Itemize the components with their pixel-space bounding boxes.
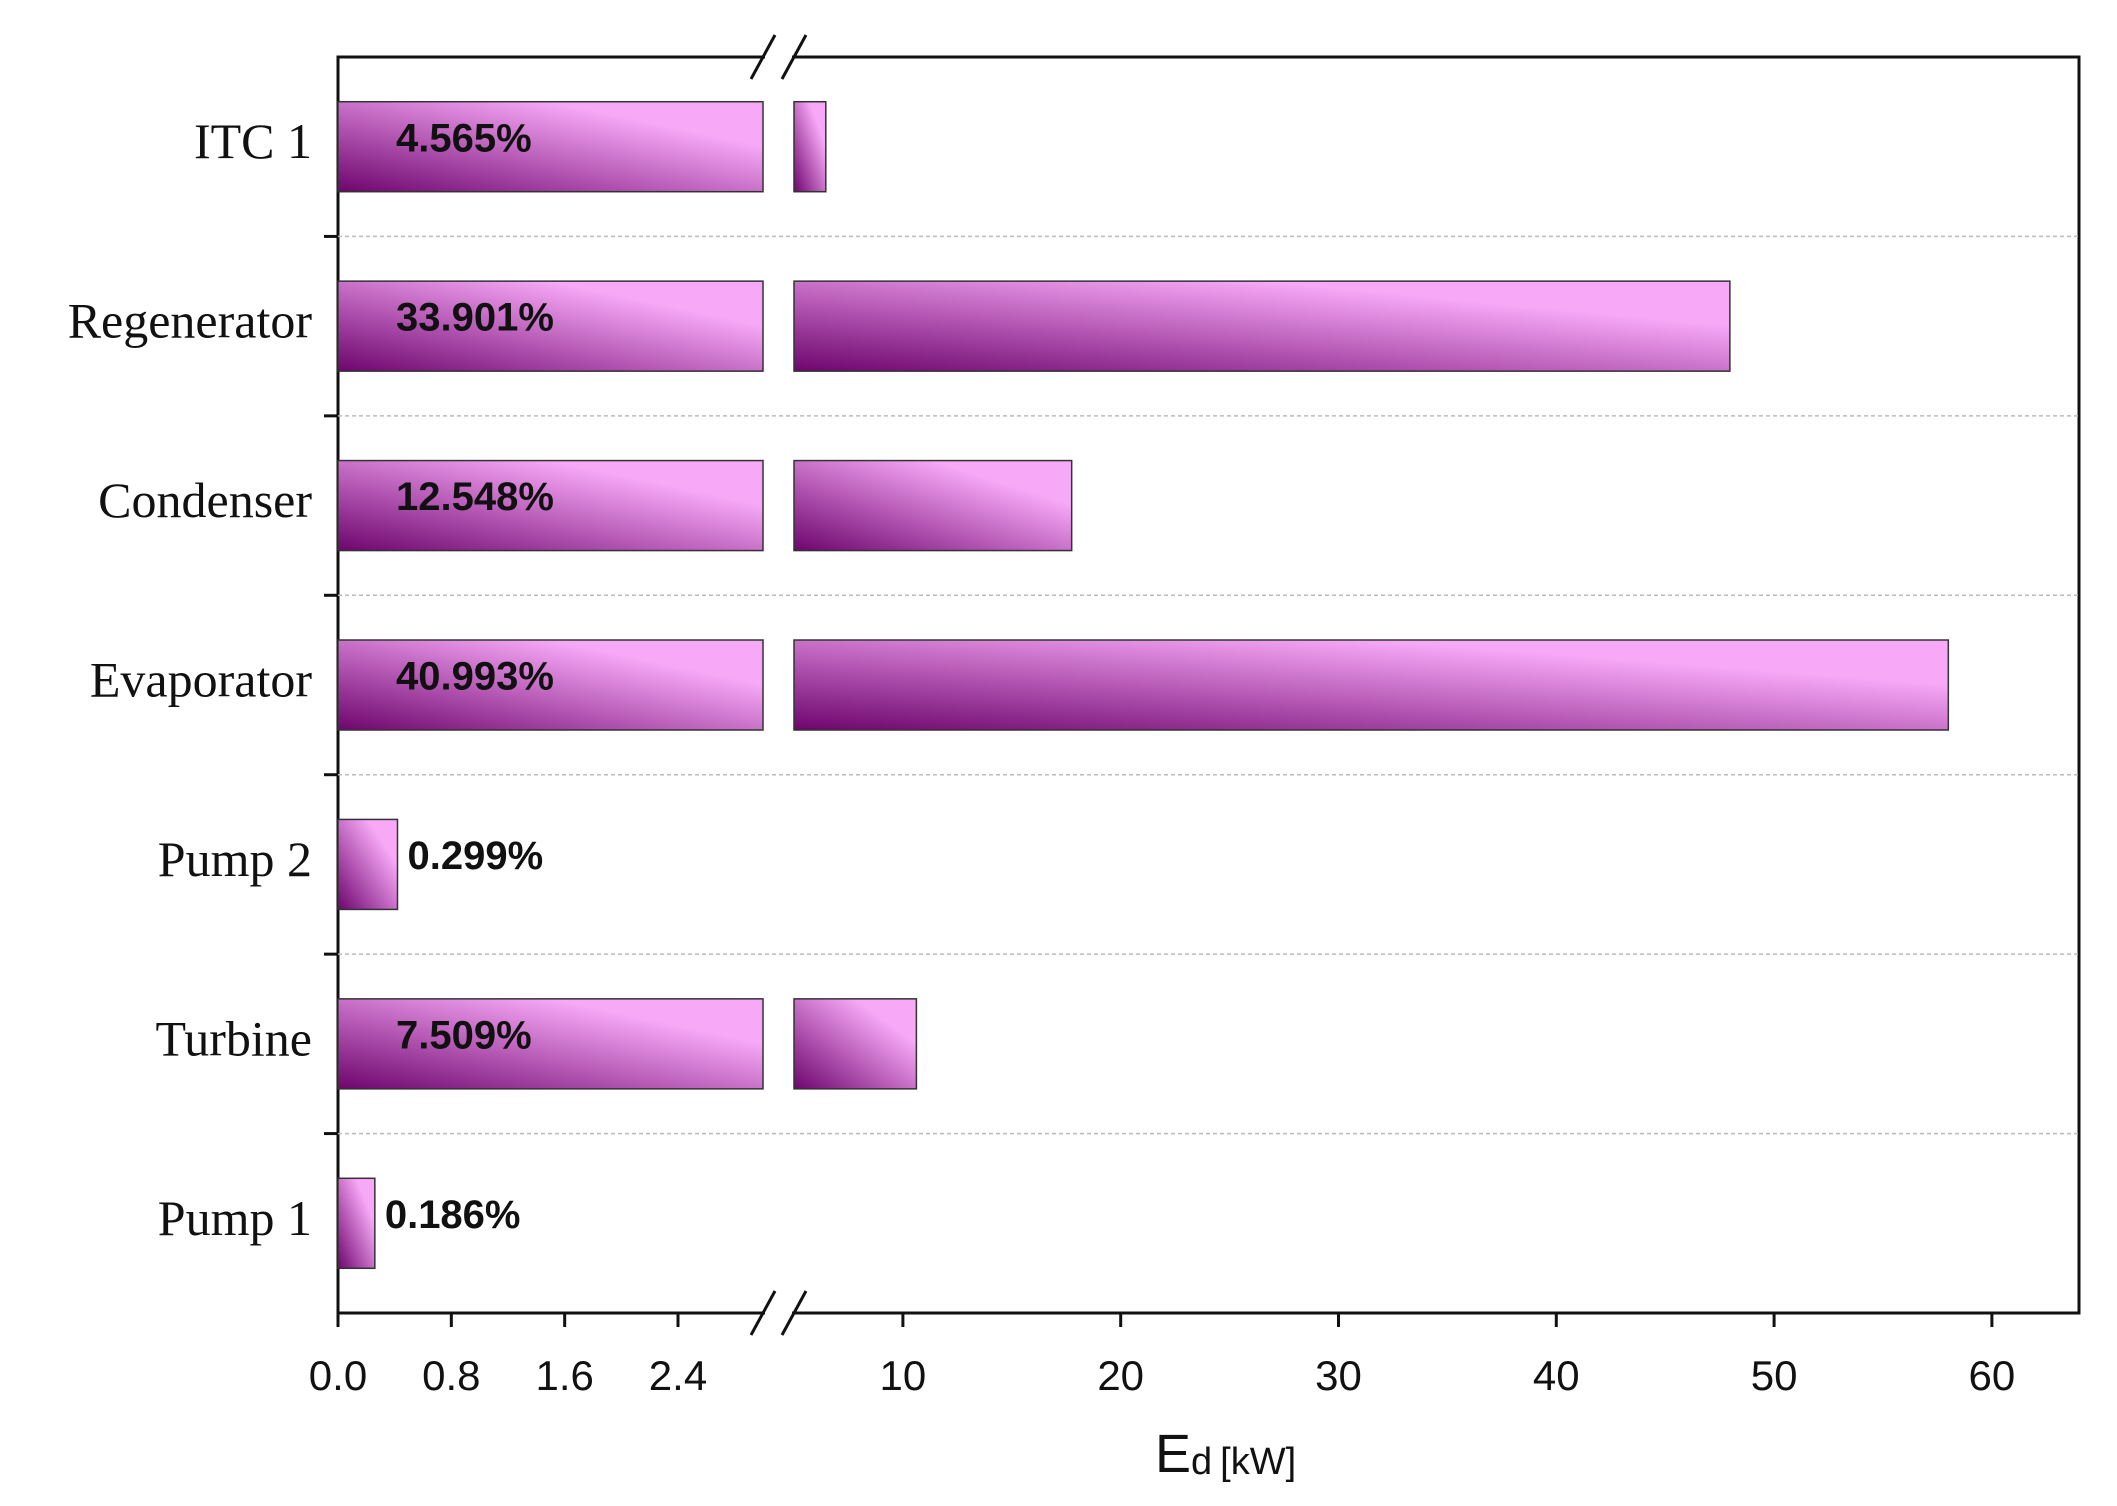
bar-label: 0.186% bbox=[385, 1193, 521, 1237]
y-tick-label: Pump 2 bbox=[158, 831, 312, 887]
bar bbox=[337, 639, 764, 731]
x-label-unit: [kW] bbox=[1220, 1441, 1296, 1483]
axis-break-mark bbox=[749, 34, 777, 80]
bar bbox=[793, 998, 918, 1090]
bar bbox=[337, 280, 764, 372]
bar-label: 0.299% bbox=[408, 834, 544, 878]
x-tick-label: 0.8 bbox=[422, 1352, 480, 1399]
bar bbox=[337, 818, 399, 911]
bar-label: 33.901% bbox=[396, 296, 554, 340]
bar bbox=[337, 100, 764, 193]
x-tick-label: 50 bbox=[1751, 1352, 1798, 1399]
bar bbox=[793, 639, 1950, 731]
y-tick-label: Evaporator bbox=[90, 651, 312, 707]
x-tick-label: 2.4 bbox=[649, 1352, 707, 1399]
axis-break-gap bbox=[765, 1308, 792, 1318]
x-tick-label: 30 bbox=[1315, 1352, 1362, 1399]
y-tick-label: Condenser bbox=[98, 472, 312, 528]
bar bbox=[793, 100, 827, 193]
y-tick-label: Regenerator bbox=[68, 293, 313, 349]
x-tick-label: 1.6 bbox=[535, 1352, 593, 1399]
bar bbox=[337, 1177, 376, 1270]
bar-label: 12.548% bbox=[396, 475, 554, 519]
bar-label: 4.565% bbox=[396, 116, 532, 160]
x-tick-label: 40 bbox=[1533, 1352, 1580, 1399]
x-tick-label: 0.0 bbox=[309, 1352, 367, 1399]
y-tick-label: Pump 1 bbox=[158, 1190, 312, 1246]
bar bbox=[793, 459, 1073, 552]
bar-label: 7.509% bbox=[396, 1013, 532, 1057]
y-tick-label: Turbine bbox=[155, 1010, 312, 1066]
bar bbox=[793, 280, 1731, 372]
x-label-main: E bbox=[1155, 1424, 1191, 1484]
y-tick-label: ITC 1 bbox=[194, 113, 312, 169]
axis-break-gap bbox=[765, 52, 792, 62]
bar bbox=[337, 459, 764, 552]
x-axis-label: Ed [kW] bbox=[1155, 1424, 1296, 1484]
x-tick-label: 20 bbox=[1097, 1352, 1144, 1399]
axis-break-mark bbox=[780, 34, 808, 80]
x-tick-label: 10 bbox=[880, 1352, 927, 1399]
x-tick-label: 60 bbox=[1969, 1352, 2016, 1399]
x-label-sub: d bbox=[1191, 1441, 1212, 1483]
axis-break-mark bbox=[749, 1290, 777, 1336]
bar bbox=[337, 998, 764, 1090]
axis-break-mark bbox=[780, 1290, 808, 1336]
bar-label: 40.993% bbox=[396, 655, 554, 699]
